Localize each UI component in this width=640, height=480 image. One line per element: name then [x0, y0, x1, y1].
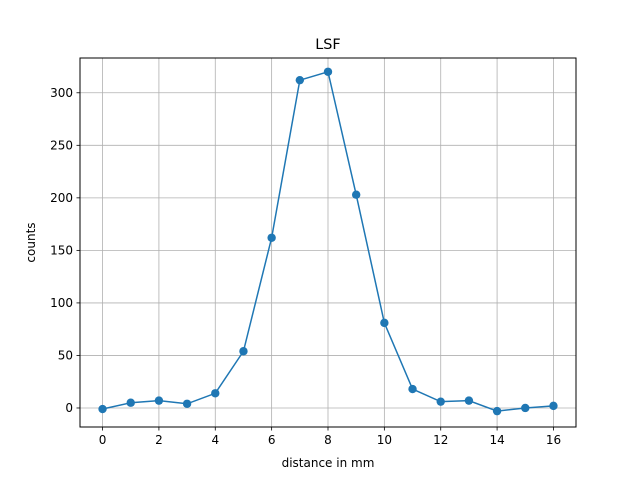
data-point-1: [126, 398, 135, 407]
x-tick-label-0: 0: [99, 433, 107, 447]
data-point-7: [295, 75, 305, 85]
y-tick-label-4: 200: [50, 191, 73, 205]
y-tick-label-5: 250: [50, 138, 73, 152]
data-point-3: [182, 399, 192, 408]
x-tick-label-2: 4: [211, 433, 219, 447]
y-tick-label-3: 150: [50, 243, 73, 257]
y-tick-label-2: 100: [50, 296, 73, 310]
y-axis-label: counts: [24, 222, 38, 262]
data-point-10: [380, 318, 389, 328]
data-point-4: [211, 389, 220, 398]
series-layer: [98, 67, 558, 416]
data-point-0: [98, 404, 107, 414]
y-tick-label-6: 300: [50, 86, 73, 100]
grid: [80, 58, 576, 427]
y-tick-label-1: 50: [58, 348, 73, 362]
data-point-16: [549, 401, 558, 411]
chart-title: LSF: [315, 37, 340, 53]
x-tick-label-4: 8: [324, 433, 332, 447]
ticks: 0 2 4 6 8 10 12 14 16 0 50 100 150 200 250 300: [50, 86, 561, 447]
data-point-12: [436, 397, 445, 406]
x-tick-label-3: 6: [268, 433, 276, 447]
x-tick-label-8: 16: [546, 433, 561, 447]
x-tick-label-6: 12: [433, 433, 448, 447]
x-axis-label: distance in mm: [282, 456, 375, 470]
y-tick-label-0: 0: [65, 401, 73, 415]
data-point-13: [464, 396, 474, 405]
data-point-5: [239, 347, 248, 356]
data-point-8: [323, 67, 333, 76]
data-point-6: [267, 233, 276, 242]
data-point-11: [408, 384, 417, 394]
x-tick-label-5: 10: [377, 433, 392, 447]
data-point-15: [521, 403, 530, 413]
data-point-9: [351, 190, 361, 199]
x-tick-label-1: 2: [155, 433, 163, 447]
x-tick-label-7: 14: [489, 433, 504, 447]
data-point-14: [492, 406, 502, 416]
data-point-2: [154, 396, 164, 405]
